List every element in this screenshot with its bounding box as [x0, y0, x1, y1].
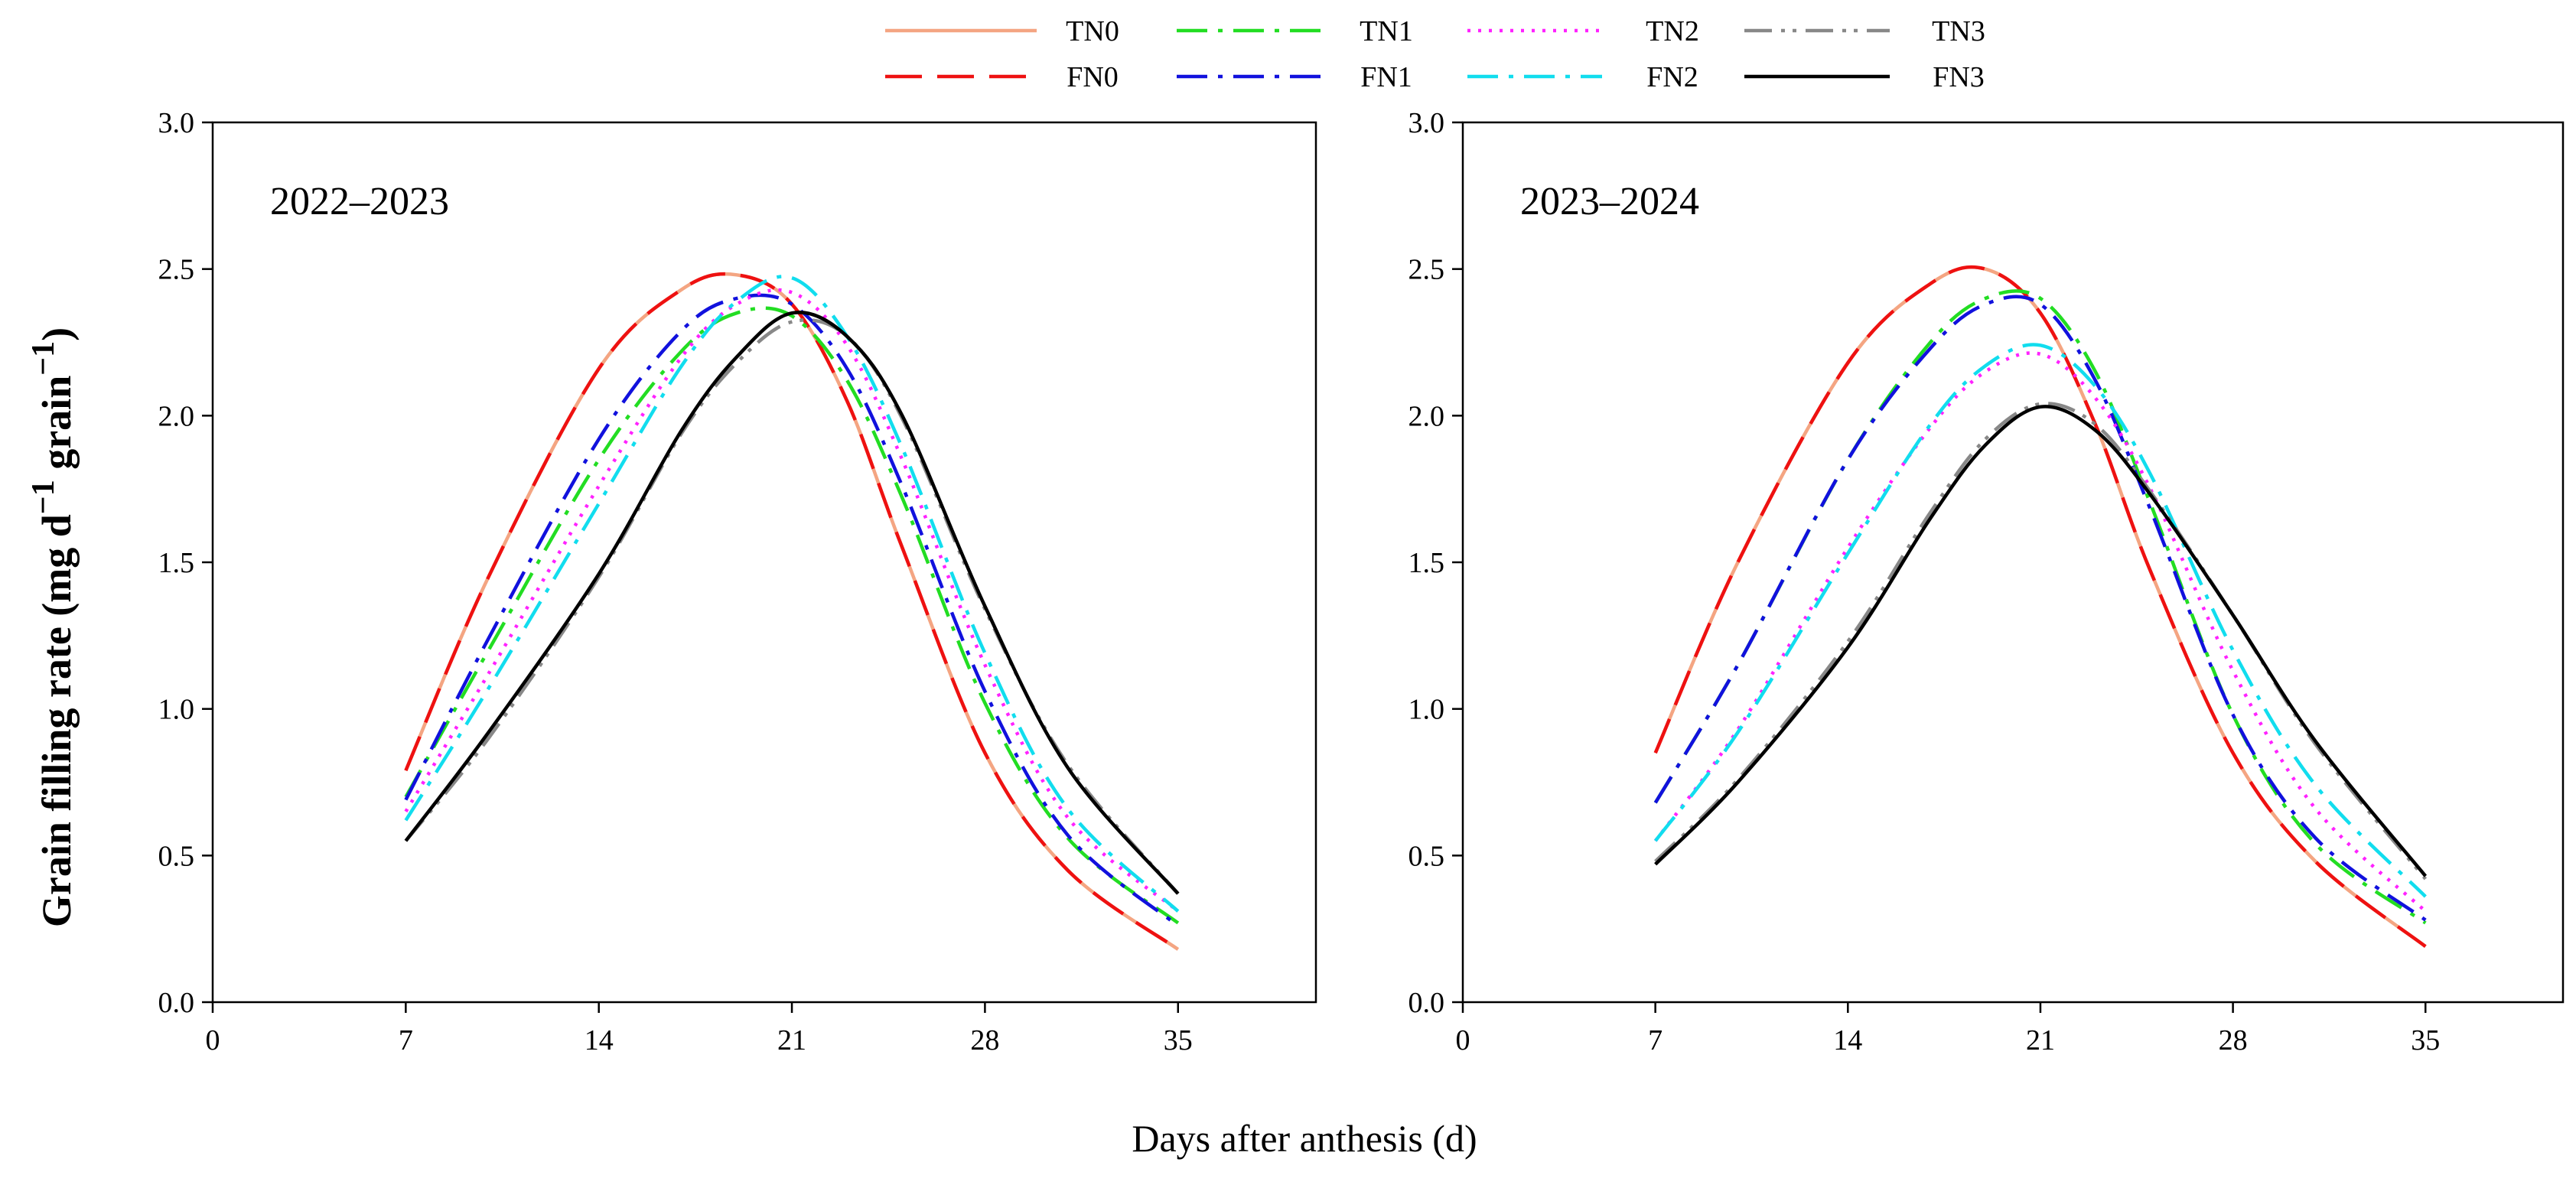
x-tick-label: 28 [2219, 1024, 2248, 1056]
plot-frame [211, 121, 1317, 1004]
legend: TN0 TN1 TN2 TN3 FN0 FN1 FN2 FN3 [885, 15, 1985, 93]
x-tick-label: 14 [1833, 1024, 1862, 1056]
chart-panel-2023-2024: 0.0 0.5 1.0 1.5 2.0 2.5 3.0 0 7 14 21 28 35 2023–2024 [1408, 107, 2565, 1056]
y-tick-label: 1.0 [158, 694, 195, 726]
x-tick-label: 7 [1648, 1024, 1663, 1056]
chart-panel-2022-2023: 0.0 0.5 1.0 1.5 2.0 2.5 3.0 0 7 14 21 28 35 2022–2023 [158, 107, 1317, 1056]
legend-label-tn1: TN1 [1360, 15, 1413, 47]
y-tick-label: 2.0 [1408, 400, 1445, 432]
legend-label-fn0: FN0 [1067, 61, 1119, 93]
x-tick-label: 14 [585, 1024, 614, 1056]
y-tick-label: 0.0 [1408, 987, 1445, 1019]
x-tick-label: 28 [970, 1024, 999, 1056]
panel-title: 2022–2023 [270, 180, 449, 223]
x-tick-label: 7 [399, 1024, 413, 1056]
series-line-fn0 [404, 272, 1180, 951]
y-tick-label: 1.0 [1408, 694, 1445, 726]
series-line-tn0 [404, 272, 1180, 951]
series-line-fn1 [1653, 295, 2427, 922]
series-line-fn3 [1654, 405, 2428, 877]
series-line-tn2 [404, 288, 1180, 913]
series-line-fn1 [404, 293, 1180, 928]
legend-label-fn1: FN1 [1360, 61, 1412, 93]
series-line-tn3 [1654, 402, 2428, 881]
x-tick-label: 21 [777, 1024, 806, 1056]
x-tick-label: 0 [206, 1024, 220, 1056]
series-line-tn2 [1653, 351, 2427, 913]
y-tick-label: 0.0 [158, 987, 195, 1019]
y-tick-label: 3.0 [158, 107, 195, 139]
y-axis-title: Grain filling rate (mg d−1 grain−1) [26, 327, 80, 927]
y-tick-label: 0.5 [158, 840, 195, 872]
series-line-tn1 [404, 306, 1180, 925]
y-tick-label: 0.5 [1408, 840, 1445, 872]
legend-label-tn3: TN3 [1932, 15, 1985, 47]
y-tick-label: 1.5 [1408, 547, 1445, 579]
plot-frame [1461, 121, 2565, 1004]
series-line-fn2 [404, 275, 1180, 913]
y-tick-label: 1.5 [158, 547, 195, 579]
legend-label-fn2: FN2 [1646, 61, 1698, 93]
series-line-fn2 [1653, 343, 2427, 898]
series-line-fn0 [1653, 265, 2427, 948]
legend-label-tn0: TN0 [1066, 15, 1119, 47]
x-tick-label: 35 [2411, 1024, 2440, 1056]
legend-label-fn3: FN3 [1933, 61, 1985, 93]
y-tick-label: 2.5 [158, 254, 195, 286]
legend-label-tn2: TN2 [1646, 15, 1699, 47]
y-tick-label: 2.5 [1408, 254, 1445, 286]
y-tick-label: 2.0 [158, 400, 195, 432]
series-line-fn3 [404, 311, 1180, 895]
x-axis-title: Days after anthesis (d) [1132, 1117, 1477, 1160]
x-tick-label: 35 [1164, 1024, 1193, 1056]
x-tick-label: 0 [1456, 1024, 1470, 1056]
x-tick-label: 21 [2026, 1024, 2055, 1056]
y-tick-label: 3.0 [1408, 107, 1445, 139]
panel-title: 2023–2024 [1520, 180, 1699, 223]
series-line-tn1 [1653, 289, 2427, 925]
